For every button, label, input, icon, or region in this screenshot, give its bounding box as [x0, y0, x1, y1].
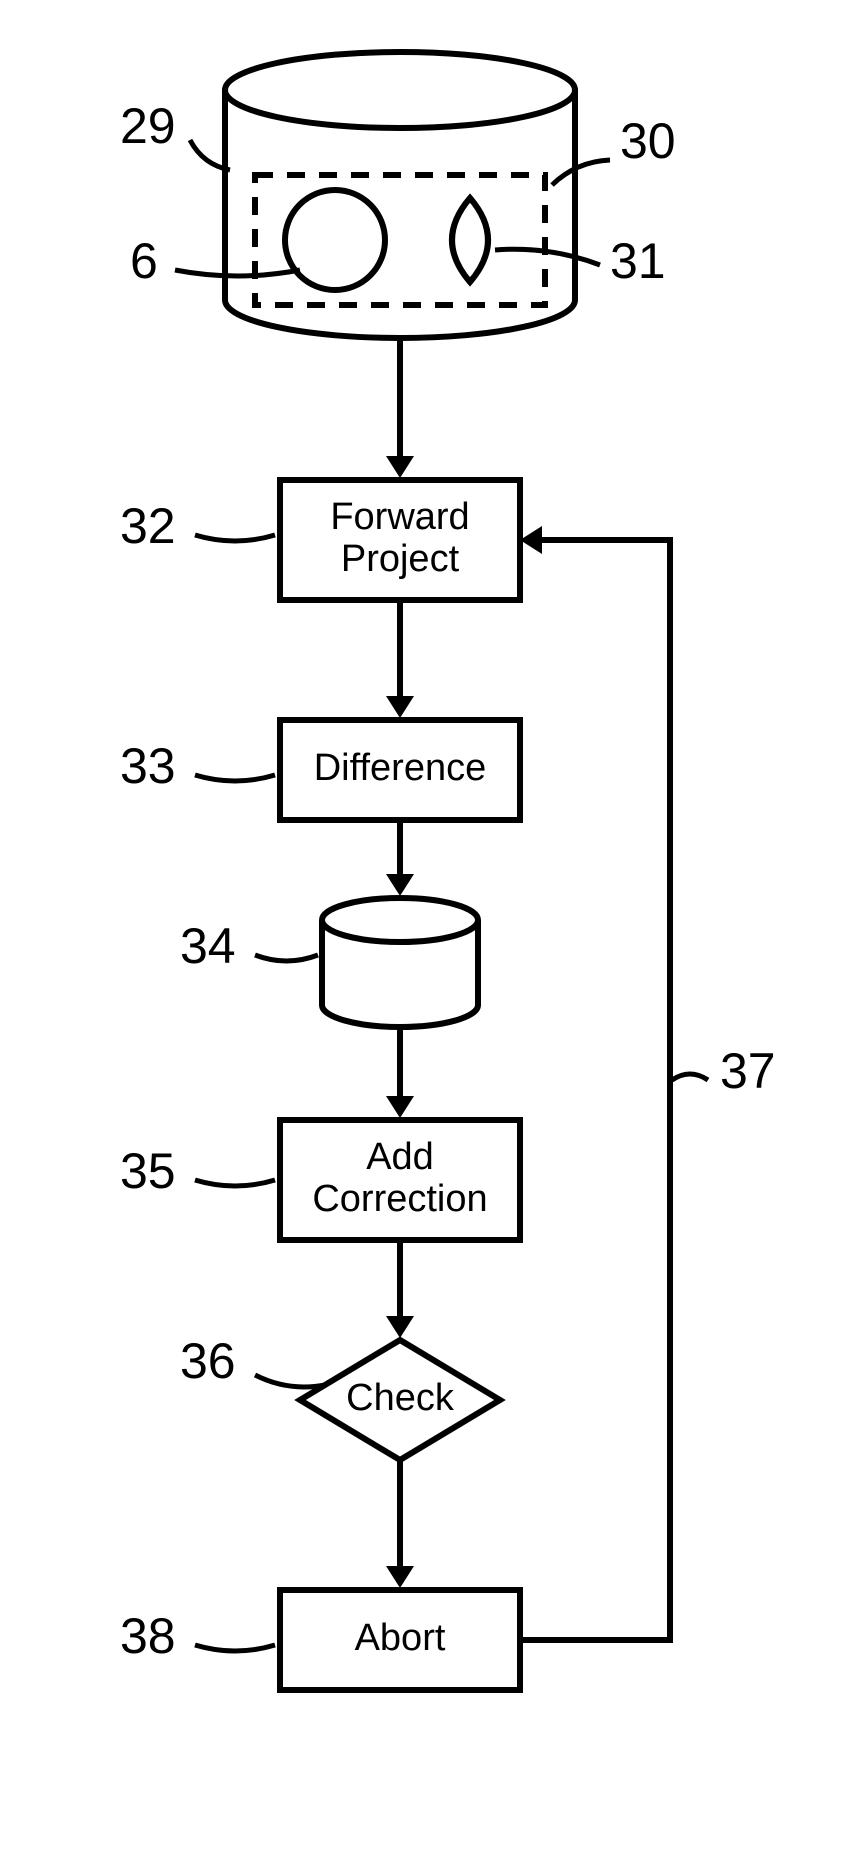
- ref-label-6: 6: [130, 233, 158, 289]
- difference-box-label: Difference: [314, 747, 487, 789]
- circle-shape: [285, 190, 385, 290]
- leader-line: [255, 1375, 325, 1387]
- cyl-top: [225, 52, 575, 128]
- add-correction-box-label: Correction: [312, 1178, 487, 1220]
- ref-label-36: 36: [180, 1333, 236, 1389]
- ref-label-38: 38: [120, 1608, 176, 1664]
- leader-line: [552, 160, 610, 185]
- ref-label-37: 37: [720, 1043, 776, 1099]
- add-correction-box-label: Add: [366, 1136, 434, 1178]
- leader-line: [672, 1074, 708, 1080]
- lens-shape: [452, 198, 488, 282]
- ref-label-29: 29: [120, 98, 176, 154]
- check-label: Check: [346, 1377, 455, 1419]
- arrow-head: [386, 696, 414, 718]
- leader-line: [495, 249, 600, 265]
- forward-project-box-label: Forward: [330, 496, 469, 538]
- leader-line: [195, 1180, 275, 1186]
- leader-line: [195, 775, 275, 781]
- arrow-head: [386, 1566, 414, 1588]
- arrow-head: [520, 526, 542, 554]
- leader-line: [195, 1645, 275, 1651]
- ref-label-30: 30: [620, 113, 676, 169]
- leader-line: [255, 955, 318, 961]
- cyl2-top: [322, 898, 478, 942]
- arrow-head: [386, 1316, 414, 1338]
- leader-line: [175, 270, 300, 276]
- arrow-head: [386, 456, 414, 478]
- ref-label-35: 35: [120, 1143, 176, 1199]
- feedback-path: [520, 540, 670, 1640]
- abort-box-label: Abort: [355, 1617, 446, 1659]
- cyl2-bottom: [322, 1005, 478, 1027]
- ref-label-31: 31: [610, 233, 666, 289]
- ref-label-32: 32: [120, 498, 176, 554]
- ref-label-34: 34: [180, 918, 236, 974]
- ref-label-33: 33: [120, 738, 176, 794]
- arrow-head: [386, 874, 414, 896]
- arrow-head: [386, 1096, 414, 1118]
- dashed-region: [255, 175, 545, 305]
- forward-project-box-label: Project: [341, 538, 460, 580]
- leader-line: [195, 535, 275, 541]
- flowchart-diagram: ForwardProject Difference AddCorrection Abo…: [0, 0, 856, 1852]
